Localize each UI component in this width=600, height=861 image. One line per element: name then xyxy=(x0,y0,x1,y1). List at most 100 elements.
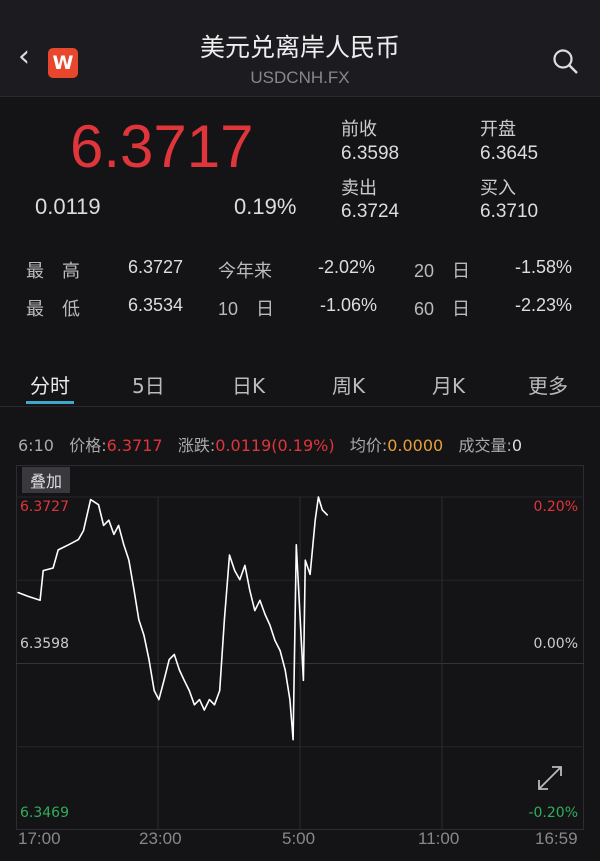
buy-value: 6.3710 xyxy=(480,201,539,222)
pct-label-top: 0.20% xyxy=(533,499,578,515)
low-value: 6.3534 xyxy=(128,295,184,315)
10d-label: 10 日 xyxy=(218,299,275,319)
price-point xyxy=(178,669,181,671)
chart-grid xyxy=(16,496,584,830)
price-point xyxy=(82,529,85,532)
price-point xyxy=(321,509,323,511)
divider xyxy=(0,406,600,407)
expand-icon[interactable] xyxy=(535,763,565,793)
price-point xyxy=(249,589,251,591)
price-point xyxy=(77,538,79,541)
low-label: 最 低 xyxy=(26,299,80,319)
info-price-label: 价格: xyxy=(69,436,107,455)
price-point xyxy=(198,699,201,701)
price-point xyxy=(219,690,221,692)
chevron-left-icon[interactable]: ‹ xyxy=(18,39,30,74)
price-point xyxy=(39,599,41,601)
price-point xyxy=(304,559,306,561)
price-point xyxy=(183,679,185,681)
x-tick-3: 11:00 xyxy=(418,829,460,848)
y-label-bottom: 6.3469 xyxy=(20,805,69,821)
tab-weekly-k[interactable]: 周K xyxy=(332,374,366,398)
change-value: 0.0119 xyxy=(35,194,101,219)
buy-label: 买入 xyxy=(480,178,516,199)
10d-value: -1.06% xyxy=(320,295,378,315)
price-point xyxy=(193,704,196,706)
price-point xyxy=(244,564,246,567)
sell-value: 6.3724 xyxy=(341,201,400,222)
price-point xyxy=(299,619,301,621)
price-point xyxy=(317,496,319,498)
app-logo[interactable]: W xyxy=(48,48,78,78)
price-point xyxy=(239,579,241,581)
price-point xyxy=(314,519,316,521)
search-icon[interactable] xyxy=(552,48,580,76)
price-point xyxy=(97,504,100,506)
price-point xyxy=(264,613,266,616)
price-point xyxy=(103,524,105,526)
last-price: 6.3717 xyxy=(70,113,254,180)
price-point xyxy=(168,659,170,661)
info-volume-label: 成交量: xyxy=(458,436,512,455)
overlay-button[interactable]: 叠加 xyxy=(22,467,71,493)
info-volume: 0 xyxy=(511,436,523,455)
prev-close-label: 前收 xyxy=(341,119,377,140)
pct-label-mid: 0.00% xyxy=(533,636,578,652)
info-time: 6:10 xyxy=(18,436,54,455)
price-point xyxy=(292,739,294,741)
y-label-top: 6.3727 xyxy=(20,499,69,515)
price-point xyxy=(274,639,276,641)
ytd-label: 今年来 xyxy=(218,261,272,281)
price-point xyxy=(228,554,231,556)
symbol: USDCNH.FX xyxy=(250,68,350,87)
price-point xyxy=(90,498,92,501)
info-price: 6.3717 xyxy=(106,436,163,455)
price-point xyxy=(289,699,291,701)
high-value: 6.3727 xyxy=(128,257,184,277)
x-tick-0: 17:00 xyxy=(18,829,61,848)
price-point xyxy=(42,569,44,572)
price-point xyxy=(133,589,135,591)
20d-label: 20 日 xyxy=(414,261,471,281)
price-point xyxy=(295,544,297,546)
price-point xyxy=(173,653,175,656)
active-tab-indicator xyxy=(26,401,74,404)
price-point xyxy=(158,699,160,701)
price-point xyxy=(113,533,115,536)
prev-close-value: 6.3598 xyxy=(341,143,400,164)
price-point xyxy=(153,690,155,692)
price-point xyxy=(326,514,329,516)
price-point xyxy=(118,524,120,526)
price-point xyxy=(57,549,59,551)
price-point xyxy=(284,669,286,671)
info-avg-label: 均价: xyxy=(349,436,388,455)
price-point xyxy=(143,634,145,636)
tab-monthly-k[interactable]: 月K xyxy=(432,374,466,398)
price-point xyxy=(213,704,216,706)
tab-more[interactable]: 更多 xyxy=(528,374,568,398)
info-avg: 0.0000 xyxy=(387,436,444,455)
price-point xyxy=(254,609,256,612)
price-point xyxy=(138,619,140,621)
intraday-chart[interactable] xyxy=(16,465,584,830)
pct-label-bottom: -0.20% xyxy=(528,805,578,821)
price-point xyxy=(17,591,19,594)
info-change-label: 涨跌: xyxy=(177,436,216,455)
price-point xyxy=(208,699,211,701)
price-point xyxy=(67,544,70,546)
open-label: 开盘 xyxy=(480,119,516,140)
price-point xyxy=(128,559,130,561)
price-point xyxy=(163,679,165,681)
high-label: 最 高 xyxy=(26,261,80,281)
x-tick-2: 5:00 xyxy=(282,829,316,848)
crosshair-info: 6:10 价格:6.3717 涨跌:0.0119(0.19%) 均价:0.000… xyxy=(18,432,522,456)
price-point xyxy=(223,619,226,621)
60d-value: -2.23% xyxy=(515,295,573,315)
tab-daily-k[interactable]: 日K xyxy=(232,374,266,398)
price-point xyxy=(259,599,261,601)
tab-intraday[interactable]: 分时 xyxy=(30,374,70,398)
tab-5day[interactable]: 5日 xyxy=(132,374,165,398)
x-tick-1: 23:00 xyxy=(139,829,182,848)
price-point xyxy=(188,690,190,692)
ytd-value: -2.02% xyxy=(318,257,376,277)
